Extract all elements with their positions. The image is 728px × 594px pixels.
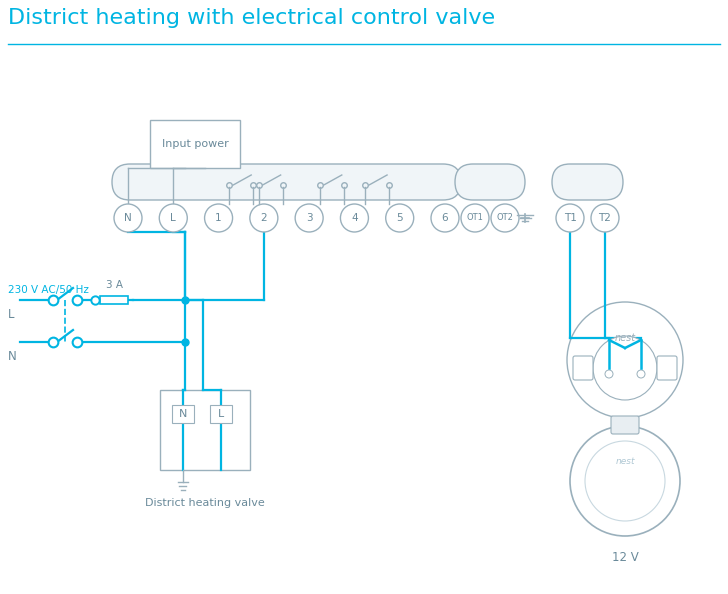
Text: T2: T2 (598, 213, 612, 223)
Circle shape (205, 204, 232, 232)
Circle shape (593, 336, 657, 400)
Circle shape (431, 204, 459, 232)
Circle shape (114, 204, 142, 232)
Circle shape (556, 204, 584, 232)
Text: 5: 5 (397, 213, 403, 223)
Circle shape (491, 204, 519, 232)
Bar (100, 296, 128, 304)
Circle shape (605, 370, 613, 378)
Text: nest: nest (615, 457, 635, 466)
Text: District heating with electrical control valve: District heating with electrical control… (8, 8, 495, 28)
Text: N: N (124, 213, 132, 223)
Text: N: N (179, 409, 187, 419)
Bar (172, 405, 194, 423)
Circle shape (591, 204, 619, 232)
Text: nest: nest (614, 333, 636, 343)
Circle shape (386, 204, 414, 232)
Circle shape (585, 441, 665, 521)
Text: N: N (8, 350, 17, 363)
Text: T1: T1 (563, 213, 577, 223)
Text: L: L (170, 213, 176, 223)
Text: L: L (8, 308, 15, 321)
Circle shape (295, 204, 323, 232)
FancyBboxPatch shape (611, 416, 639, 434)
FancyBboxPatch shape (657, 356, 677, 380)
Circle shape (461, 204, 489, 232)
Text: 12 V: 12 V (612, 551, 638, 564)
Text: 6: 6 (442, 213, 448, 223)
Text: 2: 2 (261, 213, 267, 223)
Text: District heating valve: District heating valve (145, 498, 265, 508)
Bar (160, 390, 250, 470)
Circle shape (567, 302, 683, 418)
Text: Input power: Input power (162, 139, 229, 149)
Text: OT2: OT2 (496, 213, 513, 223)
Text: 3 A: 3 A (106, 280, 122, 290)
Circle shape (159, 204, 187, 232)
Circle shape (341, 204, 368, 232)
Circle shape (570, 426, 680, 536)
Text: 230 V AC/50 Hz: 230 V AC/50 Hz (8, 285, 89, 295)
Text: L: L (218, 409, 224, 419)
FancyBboxPatch shape (573, 356, 593, 380)
Bar (210, 405, 232, 423)
FancyBboxPatch shape (112, 164, 461, 200)
Text: 4: 4 (351, 213, 357, 223)
Circle shape (250, 204, 278, 232)
Bar (150, 120, 240, 168)
Circle shape (637, 370, 645, 378)
FancyBboxPatch shape (552, 164, 623, 200)
Text: OT1: OT1 (467, 213, 483, 223)
Text: 3: 3 (306, 213, 312, 223)
Text: 1: 1 (215, 213, 222, 223)
FancyBboxPatch shape (455, 164, 525, 200)
